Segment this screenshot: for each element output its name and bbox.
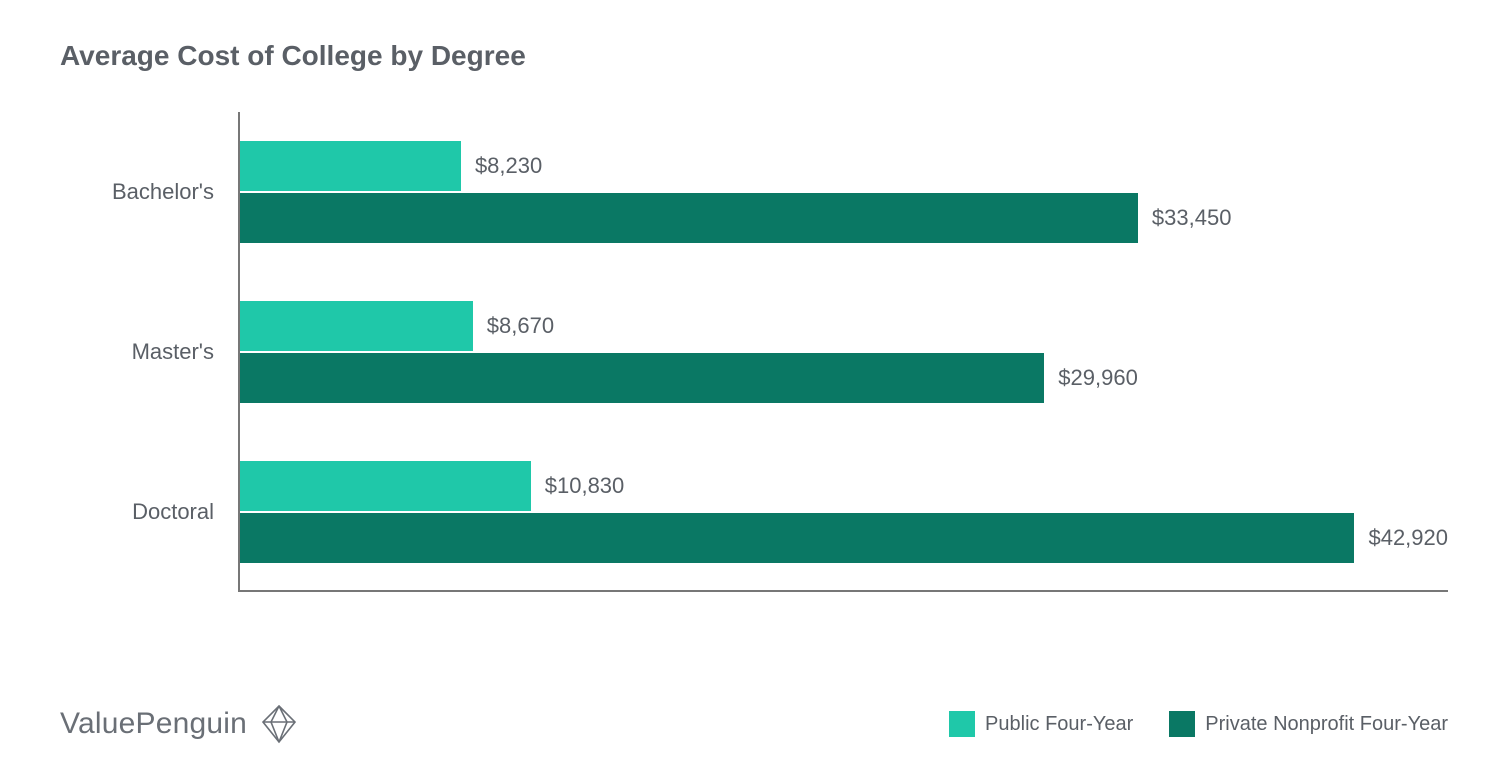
- bar-row-private: $33,450: [240, 193, 1448, 243]
- bar-value: $29,960: [1058, 365, 1138, 391]
- bars-region: $8,230 $33,450 $8,670 $29,960 $10,830: [240, 112, 1448, 592]
- legend-swatch: [1169, 711, 1195, 737]
- chart-title: Average Cost of College by Degree: [60, 40, 1448, 72]
- bar-public: [240, 461, 531, 511]
- y-axis-labels: Bachelor's Master's Doctoral: [60, 112, 240, 592]
- bar-private: [240, 353, 1044, 403]
- bar-value: $10,830: [545, 473, 625, 499]
- brand-name: ValuePenguin: [60, 707, 247, 741]
- x-axis-line: [240, 590, 1448, 592]
- bar-row-public: $8,230: [240, 141, 1448, 191]
- bar-value: $8,230: [475, 153, 542, 179]
- chart-area: Bachelor's Master's Doctoral $8,230 $33,…: [60, 112, 1448, 592]
- bar-row-public: $8,670: [240, 301, 1448, 351]
- legend: Public Four-Year Private Nonprofit Four-…: [949, 711, 1448, 737]
- bar-group: $10,830 $42,920: [240, 432, 1448, 592]
- bar-private: [240, 513, 1354, 563]
- legend-swatch: [949, 711, 975, 737]
- bar-group: $8,670 $29,960: [240, 272, 1448, 432]
- bar-value: $8,670: [487, 313, 554, 339]
- legend-item-private: Private Nonprofit Four-Year: [1169, 711, 1448, 737]
- bar-public: [240, 141, 461, 191]
- legend-label: Public Four-Year: [985, 713, 1133, 736]
- penguin-diamond-icon: [257, 702, 301, 746]
- chart-footer: ValuePenguin Public Four-Year Private No…: [60, 702, 1448, 746]
- legend-label: Private Nonprofit Four-Year: [1205, 713, 1448, 736]
- category-label: Master's: [60, 272, 238, 432]
- category-label: Bachelor's: [60, 112, 238, 272]
- category-label: Doctoral: [60, 432, 238, 592]
- brand: ValuePenguin: [60, 702, 301, 746]
- bar-value: $42,920: [1368, 525, 1448, 551]
- bar-public: [240, 301, 473, 351]
- bar-row-public: $10,830: [240, 461, 1448, 511]
- bar-group: $8,230 $33,450: [240, 112, 1448, 272]
- bar-row-private: $42,920: [240, 513, 1448, 563]
- bar-private: [240, 193, 1138, 243]
- legend-item-public: Public Four-Year: [949, 711, 1133, 737]
- bar-row-private: $29,960: [240, 353, 1448, 403]
- bar-value: $33,450: [1152, 205, 1232, 231]
